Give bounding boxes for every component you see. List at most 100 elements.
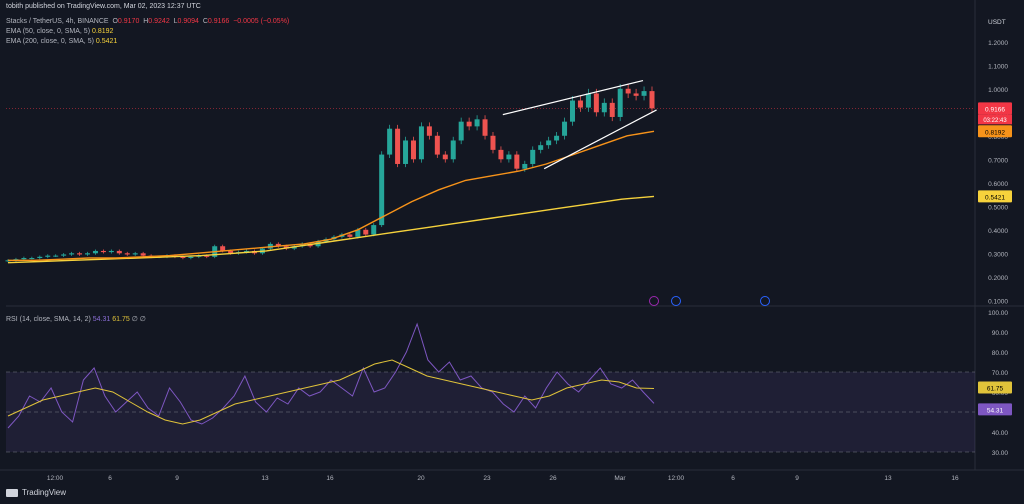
candle [92, 250, 98, 254]
rsi-tick-label: 70.00 [992, 370, 1009, 377]
o-value: 0.9170 [117, 18, 140, 25]
candle [275, 243, 281, 247]
candle [641, 91, 647, 96]
candle [530, 149, 536, 164]
time-tick-label: 6 [731, 475, 735, 482]
candle [410, 140, 416, 160]
candle [85, 253, 91, 255]
candle [625, 88, 631, 94]
candle [633, 93, 639, 96]
countdown-tag: 03:22:43 [983, 118, 1007, 124]
candle [116, 250, 122, 254]
time-tick-label: 26 [549, 475, 557, 482]
price-tick-label: 0.6000 [988, 181, 1008, 188]
candle [506, 154, 512, 160]
candle [355, 229, 361, 237]
rsi-tick-label: 90.00 [992, 330, 1009, 337]
candle [267, 243, 273, 249]
rsi-ma-tag-bg [978, 381, 1012, 394]
candle [649, 91, 655, 109]
candle [132, 253, 138, 255]
candle [53, 255, 59, 257]
ema200-value: 0.5421 [95, 38, 118, 45]
candle [554, 135, 560, 141]
candle [450, 140, 456, 160]
ema200-tag-bg [978, 190, 1012, 203]
rsi-ma-legend-value: 61.75 [112, 316, 130, 323]
candle [29, 257, 35, 259]
candle [387, 128, 393, 155]
candle [5, 260, 11, 262]
countdown-bg [978, 114, 1012, 125]
c-label: C [202, 18, 208, 25]
publisher-line: tobith published on TradingView.com, Mar… [6, 3, 201, 10]
rsi-line [7, 322, 655, 429]
candle [77, 253, 83, 255]
candle [315, 241, 321, 247]
candle [482, 119, 488, 136]
candle [331, 236, 337, 240]
candle [299, 243, 305, 247]
time-tick-label: 12:00 [47, 475, 64, 482]
candle [363, 229, 369, 235]
candle [434, 135, 440, 155]
candle [577, 100, 583, 108]
candle [148, 255, 154, 257]
rsi-legend-value: 54.31 [92, 316, 111, 323]
ema200-tag: 0.5421 [985, 194, 1005, 201]
candle [323, 239, 329, 242]
price-tick-label: 0.7000 [988, 157, 1008, 164]
candle [100, 250, 106, 253]
price-tick-label: 0.3000 [988, 251, 1008, 258]
candle [140, 253, 146, 256]
rsi-legend[interactable]: RSI (14, close, SMA, 14, 2) 54.31 61.75 … [6, 315, 146, 323]
time-tick-label: Mar [614, 475, 626, 482]
ema50-legend[interactable]: EMA (50, close, 0, SMA, 5) 0.8192 [6, 28, 113, 35]
rsi-tick-label: 100.00 [988, 310, 1008, 317]
candle [609, 102, 615, 117]
candle [569, 100, 575, 122]
rsi-tick-label: 80.00 [992, 350, 1009, 357]
candle [458, 121, 464, 141]
candle [61, 254, 67, 256]
ema50-tag-bg [978, 125, 1012, 138]
candle [498, 149, 504, 160]
candle [156, 256, 162, 258]
candle [204, 255, 210, 257]
price-tick-label: 1.2000 [988, 40, 1008, 47]
rsi-legend-tail: ∅ ∅ [131, 316, 146, 323]
candle [466, 121, 472, 127]
last-price-tag: 0.9166 [985, 106, 1005, 113]
price-tick-label: 1.0000 [988, 87, 1008, 94]
candle [124, 253, 130, 255]
candle [244, 250, 250, 253]
price-tick-label: 0.4000 [988, 228, 1008, 235]
candle [108, 250, 114, 253]
wedge-lower-line [543, 109, 657, 170]
time-tick-label: 20 [417, 475, 425, 482]
candle [371, 225, 377, 235]
ema50-value: 0.8192 [91, 28, 114, 35]
ema50-label: EMA (50, close, 0, SMA, 5) [6, 28, 91, 35]
rsi-band [6, 372, 975, 452]
candle [13, 259, 19, 261]
candle [164, 255, 170, 257]
price-tick-label: 0.5000 [988, 204, 1008, 211]
lightning-event-icon [649, 296, 659, 306]
ema50-line [8, 130, 655, 261]
candle [418, 126, 424, 160]
time-tick-label: 23 [483, 475, 491, 482]
tradingview-brand[interactable]: TradingView [6, 488, 66, 497]
candle [339, 234, 345, 237]
candle [522, 163, 528, 169]
rsi-tick-label: 40.00 [992, 430, 1009, 437]
rsi-label: RSI (14, close, SMA, 14, 2) [6, 316, 91, 323]
candle [236, 252, 242, 254]
ema200-legend[interactable]: EMA (200, close, 0, SMA, 5) 0.5421 [6, 38, 117, 45]
tradingview-logo-icon [6, 488, 18, 497]
rsi-ma-line [7, 359, 655, 425]
candle [490, 135, 496, 150]
candle [442, 154, 448, 160]
candle [593, 93, 599, 113]
